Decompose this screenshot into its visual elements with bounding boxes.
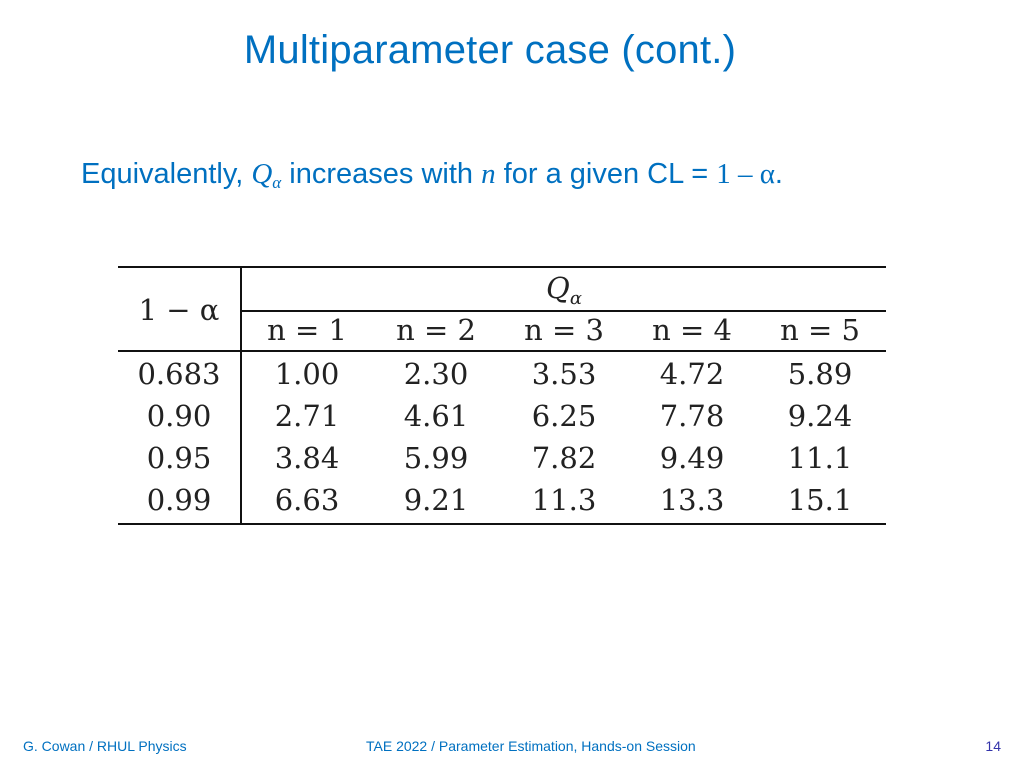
table-group-rule	[242, 310, 886, 312]
row-cl-value: 0.90	[146, 399, 212, 433]
group-q-subscript: α	[569, 288, 582, 309]
statement-suffix: for a given CL =	[503, 158, 709, 190]
table-cell: 1.00	[274, 357, 340, 391]
n-symbol: n	[481, 158, 496, 190]
group-header: Qα	[242, 270, 886, 317]
table-cell: 9.21	[403, 483, 469, 517]
table-cell: 5.89	[787, 357, 853, 391]
table-cell: 5.99	[403, 441, 469, 475]
page-number: 14	[985, 738, 1001, 754]
table-cell: 7.82	[531, 441, 597, 475]
statement-middle: increases with	[289, 158, 474, 190]
row-cl-value: 0.95	[146, 441, 212, 475]
table-cell: 2.30	[403, 357, 469, 391]
column-header: n = 1	[267, 313, 347, 347]
table-bottom-rule	[118, 523, 886, 525]
table-column-divider	[240, 266, 242, 525]
quantile-table: 1 − α Qα n = 1 n = 2 n = 3 n = 4 n = 5 0…	[118, 266, 886, 525]
column-header: n = 2	[396, 313, 476, 347]
table-cell: 4.61	[403, 399, 469, 433]
table-cell: 7.78	[659, 399, 725, 433]
table-cell: 4.72	[659, 357, 725, 391]
q-subscript: α	[272, 173, 282, 192]
table-cell: 11.1	[787, 441, 853, 475]
row-cl-value: 0.99	[146, 483, 212, 517]
table-cell: 15.1	[787, 483, 853, 517]
table-cell: 11.3	[531, 483, 597, 517]
table-cell: 9.24	[787, 399, 853, 433]
table-cell: 6.25	[531, 399, 597, 433]
column-header: n = 5	[780, 313, 860, 347]
table-header-rule	[118, 350, 886, 352]
statement-end: .	[774, 158, 783, 190]
statement-line: Equivalently, Qα increases with n for a …	[81, 158, 783, 193]
table-cell: 13.3	[659, 483, 725, 517]
table-cell: 6.63	[274, 483, 340, 517]
table-cell: 3.84	[274, 441, 340, 475]
cl-formula: 1 – α	[716, 158, 775, 190]
table-top-rule	[118, 266, 886, 268]
table-cell: 2.71	[274, 399, 340, 433]
group-q-symbol: Q	[546, 271, 570, 305]
q-symbol: Q	[251, 158, 273, 190]
slide-title: Multiparameter case (cont.)	[243, 28, 737, 72]
corner-header: 1 − α	[138, 293, 220, 327]
footer-author: G. Cowan / RHUL Physics	[23, 738, 187, 754]
column-header: n = 3	[524, 313, 604, 347]
footer-event: TAE 2022 / Parameter Estimation, Hands-o…	[366, 738, 696, 754]
statement-prefix: Equivalently,	[81, 158, 244, 190]
table-cell: 3.53	[531, 357, 597, 391]
column-header: n = 4	[652, 313, 732, 347]
table-cell: 9.49	[659, 441, 725, 475]
row-cl-value: 0.683	[137, 357, 221, 391]
